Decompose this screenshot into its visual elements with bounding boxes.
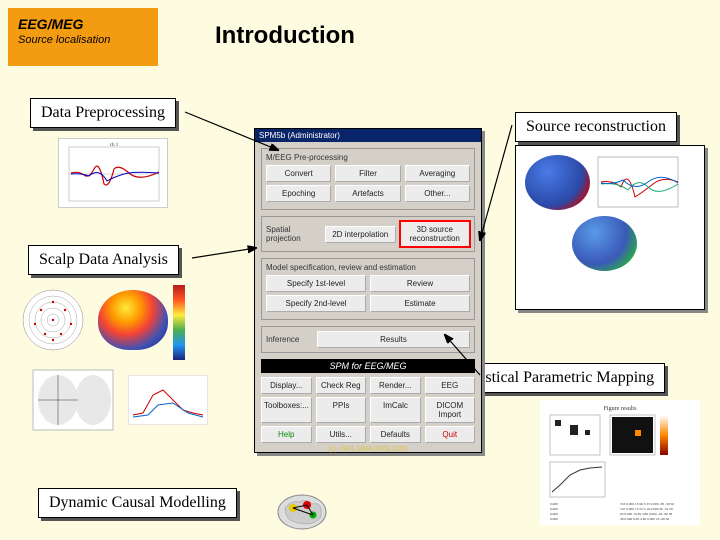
btn-other[interactable]: Other... xyxy=(405,185,470,202)
btn-averaging[interactable]: Averaging xyxy=(405,165,470,182)
btn-quit[interactable]: Quit xyxy=(425,426,476,443)
section-model-label: Model specification, review and estimati… xyxy=(266,263,470,272)
header-subtitle: Source localisation xyxy=(18,34,148,46)
btn-toolboxes[interactable]: Toolboxes:... xyxy=(261,397,312,423)
btn-estimate[interactable]: Estimate xyxy=(370,295,470,312)
btn-imcalc[interactable]: ImCalc xyxy=(370,397,420,423)
btn-checkreg[interactable]: Check Reg xyxy=(316,377,367,394)
spm-title-bar: SPM5b (Administrator) xyxy=(255,129,481,142)
svg-text:ch 1: ch 1 xyxy=(110,143,119,148)
spm-copyright: (c) 1991,1994-2003,2005 xyxy=(261,446,475,453)
svg-text:0.000: 0.000 xyxy=(550,502,558,506)
btn-epoching[interactable]: Epoching xyxy=(266,185,331,202)
section-preprocessing: M/EEG Pre-processing Convert Filter Aver… xyxy=(261,148,475,210)
label-data-preprocessing: Data Preprocessing xyxy=(30,98,176,128)
spm-footer-strip: SPM for EEG/MEG xyxy=(261,359,475,373)
label-dynamic-causal: Dynamic Causal Modelling xyxy=(38,488,237,518)
btn-utils[interactable]: Utils... xyxy=(316,426,367,443)
btn-eeg[interactable]: EEG xyxy=(425,377,476,394)
section-inference: Inference Results xyxy=(261,326,475,353)
section-inference-label: Inference xyxy=(266,335,311,344)
svg-text:0.000: 0.000 xyxy=(550,512,558,516)
brain-sphere-2 xyxy=(572,216,637,271)
page-title: Introduction xyxy=(215,22,355,50)
mini-chart-erp: ch 1 xyxy=(58,138,168,208)
svg-text:197 0.000 13.52 5.16 0.000 36: 197 0.000 13.52 5.16 0.000 36 -52 58 xyxy=(620,507,673,511)
svg-text:0.000: 0.000 xyxy=(550,507,558,511)
svg-text:0.000: 0.000 xyxy=(550,517,558,521)
label-source-reconstruction: Source reconstruction xyxy=(515,112,677,142)
btn-spec2[interactable]: Specify 2nd-level xyxy=(266,295,366,312)
svg-text:65 0.000 10.39 4.86 0.000 -26: 65 0.000 10.39 4.86 0.000 -26 -80 38 xyxy=(620,512,672,516)
btn-help[interactable]: Help xyxy=(261,426,312,443)
section-model: Model specification, review and estimati… xyxy=(261,258,475,320)
btn-dicom[interactable]: DICOM Import xyxy=(425,397,475,423)
header-title: EEG/MEG xyxy=(18,16,148,32)
svg-text:Figure results: Figure results xyxy=(604,406,637,412)
btn-2d-interp[interactable]: 2D interpolation xyxy=(325,226,396,243)
section-spatial-label: Spatial projection xyxy=(266,225,321,243)
header-block: EEG/MEG Source localisation xyxy=(8,8,158,66)
scalp-images xyxy=(18,285,228,440)
spm-results-figure: Figure results 0.000 553 0.000 15.96 5.35… xyxy=(540,400,700,525)
btn-render[interactable]: Render... xyxy=(370,377,421,394)
label-scalp-data-analysis: Scalp Data Analysis xyxy=(28,245,179,275)
brain-sphere-1 xyxy=(525,155,590,210)
section-spatial: Spatial projection 2D interpolation 3D s… xyxy=(261,216,475,252)
mini-chart-source xyxy=(593,152,683,212)
btn-3d-source[interactable]: 3D source reconstruction xyxy=(400,221,471,247)
btn-review[interactable]: Review xyxy=(370,275,470,292)
section-preprocessing-label: M/EEG Pre-processing xyxy=(266,153,470,162)
brain-icon xyxy=(275,490,330,532)
btn-ppis[interactable]: PPIs xyxy=(316,397,366,423)
btn-artefacts[interactable]: Artefacts xyxy=(335,185,400,202)
svg-text:553 0.000 15.96 5.35 0.000 -38: 553 0.000 15.96 5.35 0.000 -38 -58 56 xyxy=(620,502,674,506)
svg-text:48 0.000 9.85 4.80 0.000 18 -6: 48 0.000 9.85 4.80 0.000 18 -66 62 xyxy=(620,517,670,521)
btn-display[interactable]: Display... xyxy=(261,377,312,394)
btn-spec1[interactable]: Specify 1st-level xyxy=(266,275,366,292)
btn-defaults[interactable]: Defaults xyxy=(370,426,421,443)
btn-results[interactable]: Results xyxy=(317,331,470,348)
btn-filter[interactable]: Filter xyxy=(335,165,400,182)
spm-panel: SPM5b (Administrator) M/EEG Pre-processi… xyxy=(254,128,482,453)
btn-convert[interactable]: Convert xyxy=(266,165,331,182)
source-reconstruction-panel xyxy=(515,145,705,310)
